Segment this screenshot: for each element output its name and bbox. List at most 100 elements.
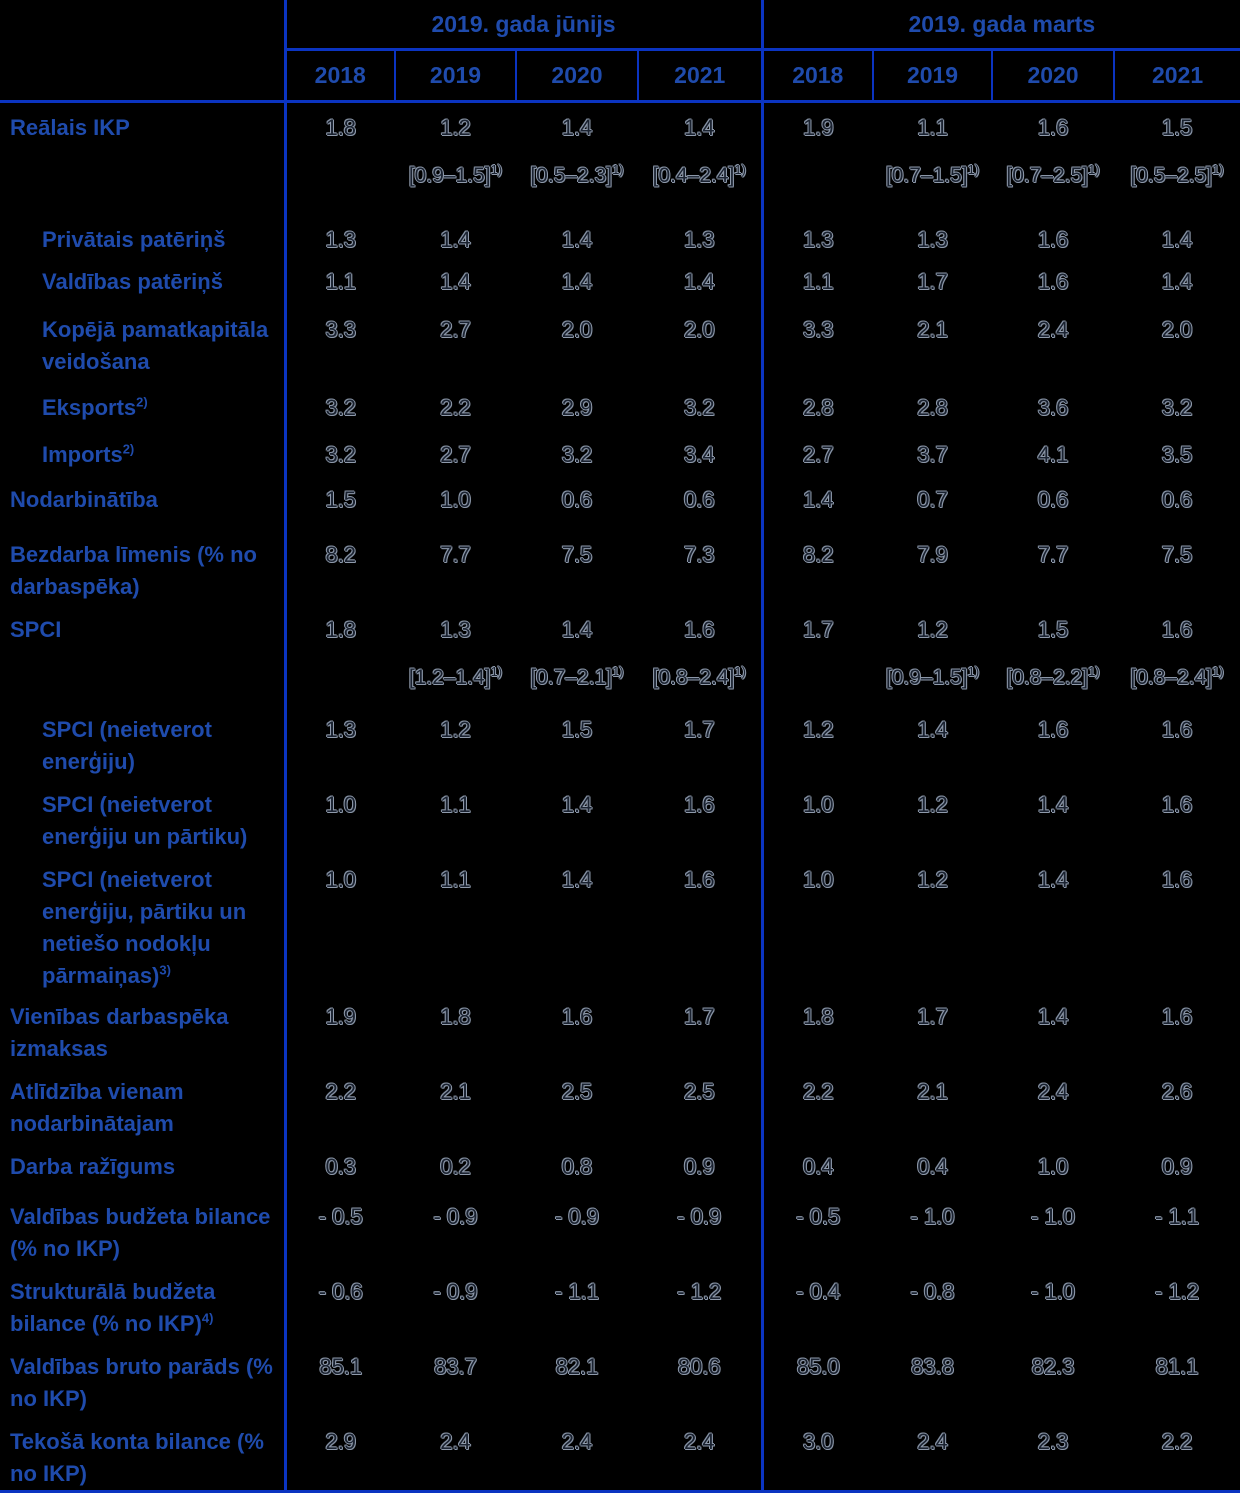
row-label-text: Bezdarba līmenis (% no darbaspēka) [10,541,257,599]
value-cell: 83.8 [873,1342,992,1417]
value-cell: 2.1 [395,1067,516,1142]
value-text: - 1.0 [1031,1203,1076,1229]
value-cell: 2.4 [992,305,1114,383]
value-text: 3.3 [802,316,834,342]
value-cell: 8.2 [760,529,874,605]
value-cell: 1.6 [992,215,1114,257]
value-cell: 1.4 [638,257,762,305]
row-label: Tekošā konta bilance (% no IKP) [0,1417,285,1492]
value-cell: 2.3 [992,1417,1114,1492]
value-cell: 85.0 [760,1341,874,1417]
value-cell: 8.2 [283,529,395,605]
value-cell: - 1.2 [638,1267,762,1342]
table-row: Vienības darbaspēka izmaksas 1.9 1.8 1.6 1.7… [0,991,1240,1067]
value-text: 3.2 [325,441,357,467]
value-text: 1.6 [1037,268,1069,294]
group-header-row: 2019. gada jūnijs 2019. gada marts [0,0,1240,51]
value-cell: 1.6 [992,257,1114,305]
value-cell: 2.5 [516,1067,638,1142]
value-text: 7.3 [683,541,715,567]
value-cell: 2.2 [283,1066,395,1142]
value-cell: 3.3 [760,304,874,383]
year-header-march-2018: 2018 [760,49,874,103]
value-text: 1.5 [325,486,357,512]
row-label: Privātais patēriņš [0,215,285,257]
row-label-text: SPCI [10,616,62,642]
footnote-marker: 1) [967,162,980,177]
value-text: 1.5 [1161,115,1193,140]
value-text: 1.4 [1161,226,1193,252]
value-cell: 2.2 [1114,1417,1240,1492]
value-cell: 3.2 [638,383,762,430]
value-cell: 1.4 [395,215,516,257]
value-cell: 1.4 [0.5–2.3]1) [516,102,638,215]
value-text: 3.2 [683,394,715,420]
table-row: Bezdarba līmenis (% no darbaspēka) 8.2 7.7… [0,529,1240,605]
value-cell: 1.2 [873,855,992,992]
table-row: Valdības budžeta bilance (% no IKP) - 0.5… [0,1191,1240,1267]
range-text: [0.8–2.4] [1130,665,1213,689]
value-cell: 1.4 [516,855,638,992]
value-cell: 1.2 [0.9–1.5]1) [873,605,992,705]
footnote-marker: 1) [1088,663,1100,679]
value-cell: 0.6 [638,475,762,530]
value-cell: 3.0 [760,1416,874,1491]
value-cell: 1.6 [0.8–2.4]1) [638,605,762,705]
value-cell: - 0.9 [395,1267,516,1342]
uncertainty-range: [0.8–2.2]1) [992,662,1114,694]
value-cell: 3.4 [638,430,762,475]
table-row: Darba ražīgums 0.3 0.2 0.8 0.9 0.4 0.4 1.0 0.9 [0,1141,1240,1192]
row-label-text: Darba ražīgums [10,1153,176,1179]
range-text: [0.7–2.1] [530,665,613,689]
value-cell: - 0.5 [760,1191,874,1267]
value-text: 1.0 [1037,1153,1069,1179]
value-text: 1.4 [1037,791,1069,817]
value-text: 2.2 [440,394,471,420]
value-cell: - 0.4 [760,1266,874,1342]
value-text: 2.2 [325,1078,357,1104]
value-cell: 2.8 [760,382,874,430]
table-row: Imports2) 3.2 2.7 3.2 3.4 2.7 3.7 4.1 3.5 [0,429,1240,475]
row-label-text: Privātais patēriņš [42,226,226,252]
value-cell: 4.1 [992,430,1114,475]
value-cell: 3.6 [992,383,1114,430]
row-label-text: Vienības darbaspēka izmaksas [10,1003,229,1061]
uncertainty-range: [0.9–1.5]1) [395,160,516,192]
value-text: 3.4 [683,441,715,467]
value-text: 82.1 [555,1353,599,1379]
value-cell: 1.6 [1114,855,1240,992]
value-cell: 81.1 [1114,1342,1240,1417]
range-text: [0.8–2.4] [652,665,735,689]
value-cell: 1.0 [760,854,874,992]
value-cell: 1.0 [992,1142,1114,1192]
value-cell: 85.1 [283,1341,395,1417]
value-cell: - 1.0 [992,1192,1114,1267]
value-text: 1.4 [683,115,715,140]
value-cell: 2.9 [516,383,638,430]
value-cell: 1.7 [873,992,992,1067]
value-text: 0.6 [683,486,715,512]
table-row: Atlīdzība vienam nodarbinātajam 2.2 2.1 2.5… [0,1066,1240,1142]
row-label-text: Valdības budžeta bilance (% no IKP) [10,1203,271,1261]
footnote-marker: 1) [734,663,746,679]
value-text: 1.4 [561,226,593,252]
range-text: [1.2–1.4] [408,665,491,689]
value-text: 1.7 [917,1003,948,1029]
value-text: 1.6 [1161,1003,1193,1029]
value-text: - 0.9 [554,1203,600,1229]
value-text: 1.9 [802,115,834,140]
year-header-june-2019: 2019 [394,49,516,103]
value-cell: - 1.2 [1114,1267,1240,1342]
value-cell: 0.2 [395,1142,516,1192]
row-label: Atlīdzība vienam nodarbinātajam [0,1067,285,1142]
value-cell: 0.4 [873,1142,992,1192]
value-cell: 1.0 [395,475,516,530]
value-text: 1.8 [325,115,357,140]
value-cell: 1.6 [0.7–2.5]1) [992,102,1114,215]
value-cell: 1.6 [992,705,1114,780]
value-text: 1.4 [1037,1003,1069,1029]
value-text: 0.6 [1037,486,1069,512]
value-cell: 1.2 [0.9–1.5]1) [395,102,516,215]
value-cell: 0.7 [873,475,992,530]
